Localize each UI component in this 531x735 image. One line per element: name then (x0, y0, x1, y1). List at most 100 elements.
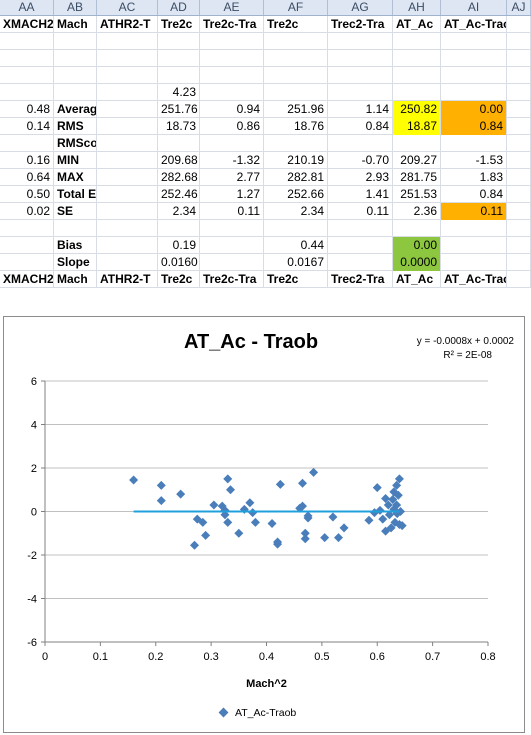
cell-ab-totalerr[interactable]: Total Err (54, 186, 97, 203)
column-header-ah[interactable]: AH (393, 0, 441, 15)
cell-ag-bias[interactable] (328, 237, 393, 254)
cell-af-se[interactable]: 2.34 (264, 203, 328, 220)
cell-ae-header2[interactable]: Tre2c-Tra (200, 271, 264, 288)
cell-ad-min[interactable]: 209.68 (158, 152, 200, 169)
cell-ah-slope[interactable]: 0.0000 (393, 254, 441, 271)
cell-ah-rms[interactable]: 18.87 (393, 118, 441, 135)
cell-af-bias[interactable]: 0.44 (264, 237, 328, 254)
cell-ae-blank2[interactable] (200, 50, 264, 67)
cell-ah-r423[interactable] (393, 84, 441, 101)
cell-ac-se[interactable] (97, 203, 158, 220)
cell-ab-rmscorr[interactable]: RMScorr (54, 135, 97, 152)
cell-ad-max[interactable]: 282.68 (158, 169, 200, 186)
cell-ac-max[interactable] (97, 169, 158, 186)
cell-ag-slope[interactable] (328, 254, 393, 271)
cell-ah-blank4[interactable] (393, 220, 441, 237)
cell-ah-blank1[interactable] (393, 33, 441, 50)
cell-aj-average[interactable] (507, 101, 531, 118)
cell-ad-blank1[interactable] (158, 33, 200, 50)
cell-aj-slope[interactable] (507, 254, 531, 271)
cell-aa-rms[interactable]: 0.14 (0, 118, 54, 135)
cell-ab-header1[interactable]: Mach (54, 16, 97, 33)
cell-ae-rmscorr[interactable] (200, 135, 264, 152)
cell-aa-max[interactable]: 0.64 (0, 169, 54, 186)
cell-ai-r423[interactable] (441, 84, 507, 101)
cell-ag-rms[interactable]: 0.84 (328, 118, 393, 135)
cell-ac-blank2[interactable] (97, 50, 158, 67)
cell-ai-blank4[interactable] (441, 220, 507, 237)
cell-ag-min[interactable]: -0.70 (328, 152, 393, 169)
cell-aa-average[interactable]: 0.48 (0, 101, 54, 118)
cell-aa-header2[interactable]: XMACH2 (0, 271, 54, 288)
cell-af-average[interactable]: 251.96 (264, 101, 328, 118)
cell-ai-header2[interactable]: AT_Ac-Traob (441, 271, 507, 288)
cell-ab-rms[interactable]: RMS (54, 118, 97, 135)
cell-af-r423[interactable] (264, 84, 328, 101)
cell-ah-totalerr[interactable]: 251.53 (393, 186, 441, 203)
cell-ag-max[interactable]: 2.93 (328, 169, 393, 186)
cell-ai-rmscorr[interactable] (441, 135, 507, 152)
cell-aj-max[interactable] (507, 169, 531, 186)
scatter-chart[interactable]: AT_Ac - Traob y = -0.0008x + 0.0002 R² =… (3, 316, 525, 733)
cell-af-slope[interactable]: 0.0167 (264, 254, 328, 271)
cell-ah-average[interactable]: 250.82 (393, 101, 441, 118)
cell-aj-blank3[interactable] (507, 67, 531, 84)
cell-ah-header1[interactable]: AT_Ac (393, 16, 441, 33)
column-header-af[interactable]: AF (264, 0, 328, 15)
cell-aa-blank2[interactable] (0, 50, 54, 67)
cell-af-blank4[interactable] (264, 220, 328, 237)
cell-aj-header1[interactable] (507, 16, 531, 33)
cell-aj-totalerr[interactable] (507, 186, 531, 203)
cell-ab-bias[interactable]: Bias (54, 237, 97, 254)
cell-aa-blank1[interactable] (0, 33, 54, 50)
cell-ac-header1[interactable]: ATHR2-T (97, 16, 158, 33)
cell-ae-blank3[interactable] (200, 67, 264, 84)
cell-ai-rms[interactable]: 0.84 (441, 118, 507, 135)
cell-ae-average[interactable]: 0.94 (200, 101, 264, 118)
cell-ah-blank2[interactable] (393, 50, 441, 67)
cell-aj-header2[interactable] (507, 271, 531, 288)
cell-ai-se[interactable]: 0.11 (441, 203, 507, 220)
cell-ad-header2[interactable]: Tre2c (158, 271, 200, 288)
cell-aj-se[interactable] (507, 203, 531, 220)
cell-ad-blank4[interactable] (158, 220, 200, 237)
cell-ai-blank3[interactable] (441, 67, 507, 84)
column-header-ag[interactable]: AG (328, 0, 393, 15)
cell-aj-r423[interactable] (507, 84, 531, 101)
cell-ad-slope[interactable]: 0.0160 (158, 254, 200, 271)
cell-aa-r423[interactable] (0, 84, 54, 101)
cell-aa-header1[interactable]: XMACH2 (0, 16, 54, 33)
cell-af-header1[interactable]: Tre2c (264, 16, 328, 33)
cell-ah-rmscorr[interactable] (393, 135, 441, 152)
cell-af-min[interactable]: 210.19 (264, 152, 328, 169)
cell-ah-header2[interactable]: AT_Ac (393, 271, 441, 288)
cell-ag-rmscorr[interactable] (328, 135, 393, 152)
cell-aa-se[interactable]: 0.02 (0, 203, 54, 220)
column-header-ab[interactable]: AB (54, 0, 97, 15)
cell-ah-max[interactable]: 281.75 (393, 169, 441, 186)
cell-ah-bias[interactable]: 0.00 (393, 237, 441, 254)
cell-af-rmscorr[interactable] (264, 135, 328, 152)
cell-ab-average[interactable]: Average (54, 101, 97, 118)
cell-ad-header1[interactable]: Tre2c (158, 16, 200, 33)
cell-ab-blank4[interactable] (54, 220, 97, 237)
column-header-ai[interactable]: AI (441, 0, 507, 15)
cell-ad-blank2[interactable] (158, 50, 200, 67)
cell-aj-blank1[interactable] (507, 33, 531, 50)
cell-aa-min[interactable]: 0.16 (0, 152, 54, 169)
cell-ac-r423[interactable] (97, 84, 158, 101)
cell-ac-rmscorr[interactable] (97, 135, 158, 152)
column-header-aj[interactable]: AJ (507, 0, 531, 15)
column-header-aa[interactable]: AA (0, 0, 54, 15)
cell-aa-slope[interactable] (0, 254, 54, 271)
cell-ag-blank2[interactable] (328, 50, 393, 67)
cell-ac-totalerr[interactable] (97, 186, 158, 203)
cell-aa-blank3[interactable] (0, 67, 54, 84)
column-header-ac[interactable]: AC (97, 0, 158, 15)
cell-ae-totalerr[interactable]: 1.27 (200, 186, 264, 203)
cell-ad-r423[interactable]: 4.23 (158, 84, 200, 101)
cell-aj-blank2[interactable] (507, 50, 531, 67)
cell-ad-totalerr[interactable]: 252.46 (158, 186, 200, 203)
cell-aj-rmscorr[interactable] (507, 135, 531, 152)
cell-ag-blank4[interactable] (328, 220, 393, 237)
